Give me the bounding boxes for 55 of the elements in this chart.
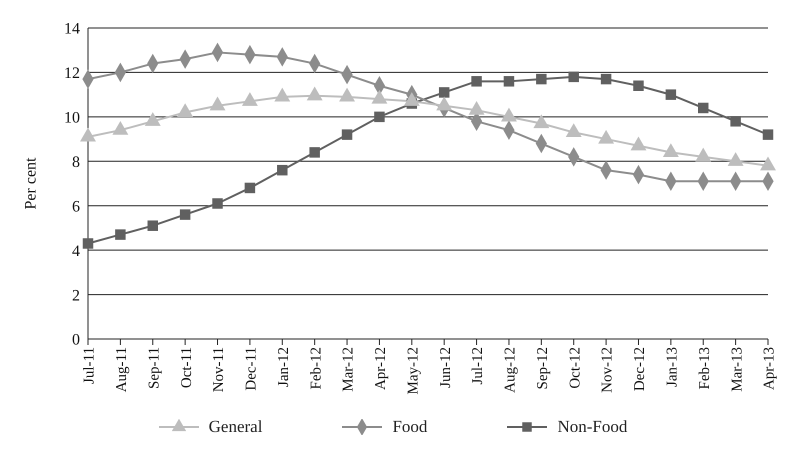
x-tick-label: Dec-12 bbox=[632, 347, 648, 392]
point bbox=[148, 220, 158, 231]
point bbox=[568, 72, 579, 82]
x-tick-label: May-12 bbox=[405, 347, 422, 394]
point bbox=[82, 238, 94, 249]
point bbox=[730, 116, 741, 127]
x-tick-label: Oct-12 bbox=[567, 347, 584, 389]
x-tick-label: Nov-11 bbox=[211, 347, 228, 392]
point bbox=[438, 87, 450, 98]
y-tick-label: 14 bbox=[64, 20, 80, 38]
y-tick-label: 8 bbox=[72, 154, 80, 171]
point bbox=[180, 209, 190, 220]
y-tick-label: 0 bbox=[72, 332, 80, 349]
x-tick-label: Jul-12 bbox=[470, 347, 486, 384]
x-tick-label: Apr-12 bbox=[373, 347, 390, 390]
point bbox=[698, 102, 708, 114]
y-tick-label: 6 bbox=[72, 198, 80, 216]
y-tick-label: 4 bbox=[72, 242, 80, 260]
x-tick-label: Dec-11 bbox=[244, 347, 260, 391]
point bbox=[504, 76, 514, 87]
legend-label: Food bbox=[391, 417, 428, 437]
point bbox=[633, 80, 644, 91]
point bbox=[342, 129, 352, 140]
point bbox=[309, 147, 320, 158]
x-tick-label: Aug-11 bbox=[114, 347, 130, 392]
x-tick-label: Apr-13 bbox=[762, 347, 778, 390]
x-tick-label: Mar-12 bbox=[340, 347, 357, 392]
point bbox=[536, 74, 547, 84]
point bbox=[471, 76, 482, 87]
point bbox=[277, 164, 288, 176]
y-tick-label: 10 bbox=[64, 110, 80, 127]
x-tick-label: Jan-12 bbox=[276, 347, 292, 387]
point bbox=[600, 74, 612, 84]
x-tick-label: Feb-12 bbox=[308, 347, 324, 390]
x-tick-label: Aug-12 bbox=[502, 347, 519, 393]
point bbox=[244, 182, 256, 194]
y-tick-label: 2 bbox=[72, 287, 80, 304]
x-tick-label: Sep-12 bbox=[534, 347, 551, 390]
legend-label: Non-Food bbox=[556, 417, 628, 437]
x-tick-label: Mar-13 bbox=[729, 347, 746, 392]
x-tick-label: Jul-11 bbox=[82, 347, 98, 384]
x-tick-label: Feb-13 bbox=[696, 347, 713, 390]
point bbox=[762, 129, 774, 140]
y-axis-title: Per cent bbox=[22, 156, 40, 210]
x-tick-label: Jan-13 bbox=[664, 347, 681, 387]
x-tick-label: Sep-11 bbox=[146, 347, 162, 389]
x-tick-label: Jun-12 bbox=[438, 347, 454, 388]
point bbox=[115, 229, 126, 240]
point bbox=[666, 89, 676, 100]
point bbox=[212, 198, 223, 209]
legend-label: General bbox=[208, 417, 262, 437]
y-tick-label: 12 bbox=[64, 65, 80, 82]
x-tick-label: Nov-12 bbox=[600, 347, 616, 393]
x-tick-label: Oct-11 bbox=[178, 347, 195, 388]
point bbox=[374, 112, 385, 122]
